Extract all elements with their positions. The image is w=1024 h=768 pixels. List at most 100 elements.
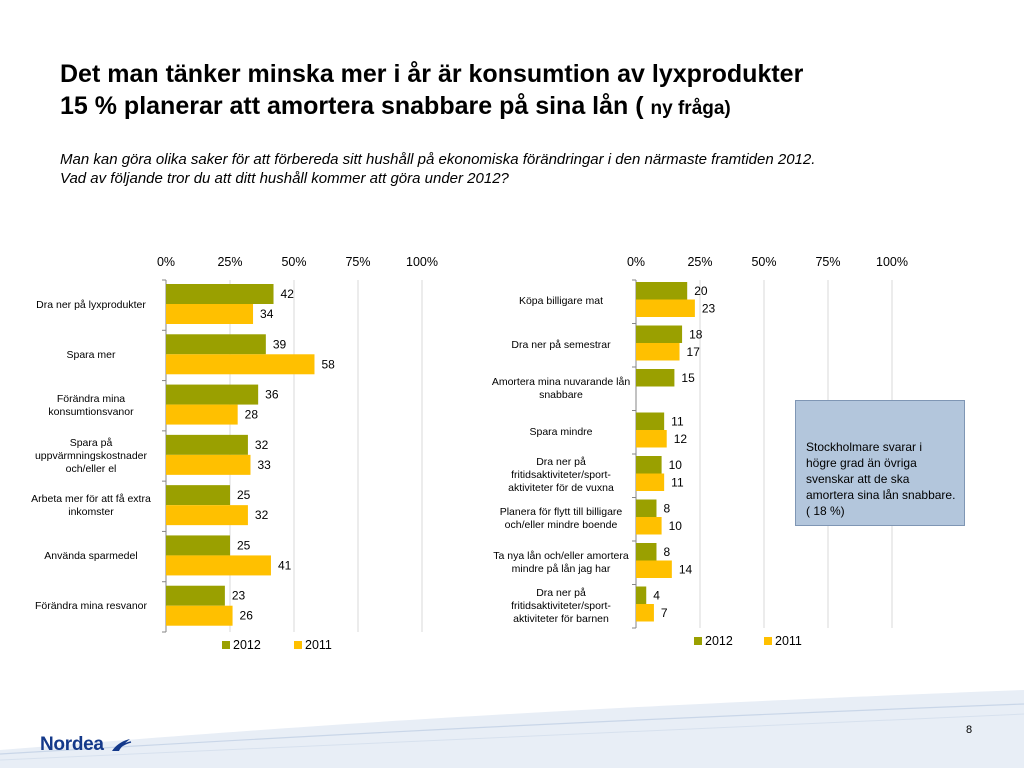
data-label-2011: 10: [669, 519, 683, 533]
x-tick-label: 25%: [687, 255, 712, 269]
slide-subtitle: Man kan göra olika saker för att förbere…: [60, 150, 980, 188]
data-label-2011: 33: [257, 458, 271, 472]
bar-2011: [166, 505, 248, 526]
logo-sail-icon: [111, 739, 131, 751]
bar-2012: [166, 535, 230, 556]
bar-2012: [166, 384, 259, 405]
category-label: Köpa billigare mat: [518, 295, 604, 308]
legend-swatch-2011: [764, 637, 772, 645]
bar-2011: [166, 354, 315, 375]
x-tick-label: 50%: [751, 255, 776, 269]
bar-2012: [166, 485, 230, 506]
data-label-2012: 36: [265, 388, 279, 402]
data-label-2012: 23: [232, 589, 246, 603]
data-label-2012: 4: [653, 588, 660, 602]
category-label: Spara mer: [66, 348, 116, 361]
category-label: Förändra mina resvanor: [34, 600, 148, 613]
legend-label-2012: 2012: [233, 638, 261, 652]
x-tick-label: 75%: [815, 255, 840, 269]
category-label: Ta nya lån och/eller amortera mindre på …: [493, 549, 629, 575]
bar-2012: [636, 369, 675, 387]
bar-2012: [636, 586, 647, 604]
data-label-2012: 8: [663, 501, 670, 515]
bar-2012: [636, 325, 683, 343]
title-line-2-main: 15 % planerar att amortera snabbare på s…: [60, 92, 644, 120]
data-label-2011: 58: [321, 357, 335, 371]
x-tick-label: 25%: [217, 255, 242, 269]
subtitle-line-2: Vad av följande tror du att ditt hushåll…: [60, 170, 509, 187]
title-line-2-note: ny fråga): [650, 98, 731, 119]
data-label-2012: 8: [663, 545, 670, 559]
title-line-2: 15 % planerar att amortera snabbare på s…: [60, 90, 980, 125]
bar-2011: [636, 560, 672, 578]
category-label: Använda sparmedel: [44, 550, 138, 563]
data-label-2011: 23: [702, 301, 716, 315]
legend-swatch-2011: [294, 641, 302, 649]
bar-2011: [166, 404, 238, 425]
data-label-2012: 15: [681, 371, 695, 385]
x-tick-label: 100%: [876, 255, 908, 269]
data-label-2012: 25: [237, 538, 251, 552]
data-label-2012: 10: [669, 458, 683, 472]
bar-2011: [636, 343, 680, 361]
footer-wave-decoration: [0, 690, 1024, 768]
data-label-2012: 39: [273, 337, 287, 351]
data-label-2012: 20: [694, 284, 708, 298]
data-label-2011: 28: [245, 408, 259, 422]
info-box: Stockholmare svarar i högre grad än övri…: [795, 400, 965, 526]
bar-2011: [636, 517, 662, 535]
legend-swatch-2012: [694, 637, 702, 645]
bar-2011: [636, 604, 654, 622]
legend-swatch-2012: [222, 641, 230, 649]
bar-2012: [166, 434, 248, 455]
bar-2012: [636, 499, 657, 517]
data-label-2011: 12: [674, 432, 688, 446]
legend-label-2011: 2011: [775, 634, 802, 648]
data-label-2011: 26: [240, 609, 254, 623]
subtitle-line-1: Man kan göra olika saker för att förbere…: [60, 151, 816, 168]
data-label-2012: 18: [689, 327, 703, 341]
x-tick-label: 75%: [345, 255, 370, 269]
data-label-2012: 25: [237, 488, 251, 502]
slide-title: Det man tänker minska mer i år är konsum…: [60, 58, 980, 125]
category-label: Amortera mina nuvarande lån snabbare: [491, 375, 631, 401]
nordea-logo: Nordea: [40, 734, 132, 756]
category-label: Dra ner på semestrar: [511, 338, 611, 351]
bar-2012: [636, 543, 657, 561]
logo-text: Nordea: [40, 734, 104, 755]
data-label-2011: 14: [679, 562, 693, 576]
data-label-2011: 7: [661, 606, 668, 620]
data-label-2011: 11: [671, 475, 684, 489]
category-label: Dra ner på fritidsaktiviteter/sport-akti…: [508, 456, 614, 495]
bar-2012: [636, 456, 662, 474]
bar-2011: [166, 605, 233, 626]
data-label-2012: 32: [255, 438, 269, 452]
x-tick-label: 50%: [281, 255, 306, 269]
bar-2012: [166, 585, 225, 606]
bar-2011: [636, 299, 695, 317]
bar-2011: [166, 454, 251, 475]
data-label-2012: 42: [281, 287, 295, 301]
bar-2011: [166, 555, 271, 576]
bar-2012: [166, 334, 266, 355]
legend-label-2011: 2011: [305, 638, 332, 652]
category-label: Förändra mina konsumtionsvanor: [48, 392, 134, 418]
bar-2011: [166, 304, 254, 324]
category-label: Dra ner på fritidsaktiviteter/sport-akti…: [511, 586, 611, 625]
data-label-2012: 11: [671, 414, 684, 428]
page-number: 8: [966, 724, 973, 736]
category-label: Spara på uppvärmningskostnader och/eller…: [34, 436, 148, 475]
title-line-1: Det man tänker minska mer i år är konsum…: [60, 60, 804, 88]
x-tick-label: 0%: [627, 255, 645, 269]
bar-2012: [636, 282, 688, 300]
legend-label-2012: 2012: [705, 634, 733, 648]
category-label: Arbeta mer för att få extra inkomster: [31, 493, 151, 519]
data-label-2011: 32: [255, 508, 269, 522]
bar-2011: [636, 473, 665, 491]
x-tick-label: 0%: [157, 255, 175, 269]
data-label-2011: 17: [687, 345, 701, 359]
bar-2012: [636, 412, 665, 430]
category-label: Planera för flytt till billigare och/ell…: [499, 506, 623, 532]
